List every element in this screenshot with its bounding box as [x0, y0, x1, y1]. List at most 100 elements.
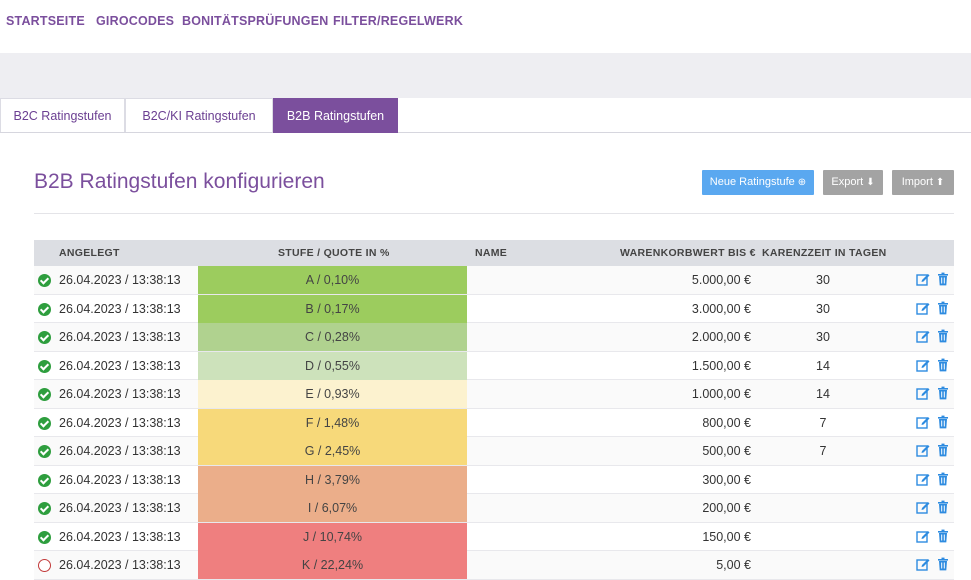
tab-bar: B2C Ratingstufen B2C/KI Ratingstufen B2B… — [0, 98, 971, 133]
edit-icon[interactable] — [916, 557, 930, 571]
grace-period: 7 — [819, 444, 827, 458]
table-row: 26.04.2023 / 13:38:13 F / 1,48% 800,00 € 7 — [34, 408, 954, 437]
tab-b2c-ki[interactable]: B2C/KI Ratingstufen — [125, 98, 273, 132]
nav-startseite[interactable]: STARTSEITE — [6, 14, 85, 28]
basket-value: 300,00 € — [702, 472, 751, 487]
trash-icon[interactable] — [936, 557, 950, 571]
table-row: 26.04.2023 / 13:38:13 B / 0,17% 3.000,00 €… — [34, 294, 954, 323]
rating-level: G / 2,45% — [198, 437, 467, 465]
basket-value: 5.000,00 € — [691, 273, 751, 287]
status-icon — [38, 331, 51, 344]
rating-level: F / 1,48% — [198, 408, 467, 437]
created-date: 26.04.2023 / 13:38:13 — [59, 472, 181, 487]
rating-level: H / 3,79% — [198, 465, 467, 494]
status-icon — [38, 502, 51, 515]
table-row: 26.04.2023 / 13:38:13 D / 0,55% 1.500,00 €… — [34, 351, 954, 380]
trash-icon[interactable] — [936, 301, 950, 315]
status-icon — [38, 559, 51, 572]
trash-icon[interactable] — [936, 443, 950, 457]
edit-icon[interactable] — [916, 272, 930, 286]
rating-level: A / 0,10% — [198, 266, 467, 294]
top-navigation: STARTSEITE GIROCODES BONITÄTSPRÜFUNGEN F… — [0, 0, 971, 53]
download-icon: ⬇ — [866, 177, 875, 188]
edit-icon[interactable] — [916, 415, 930, 429]
edit-icon[interactable] — [916, 329, 930, 343]
col-grace[interactable]: KARENZZEIT IN TAGEN — [762, 247, 887, 259]
status-icon — [38, 359, 51, 373]
rating-level: I / 6,07% — [198, 494, 467, 522]
edit-icon[interactable] — [916, 443, 930, 457]
tab-b2b[interactable]: B2B Ratingstufen — [273, 98, 398, 133]
grace-period: 14 — [816, 387, 830, 401]
basket-value: 5,00 € — [716, 558, 751, 572]
basket-value: 500,00 € — [702, 444, 751, 458]
trash-icon[interactable] — [936, 272, 950, 286]
import-button[interactable]: Import ⬆ — [892, 170, 954, 195]
rating-level: D / 0,55% — [198, 351, 467, 380]
trash-icon[interactable] — [936, 529, 950, 543]
plus-circle-icon: ⊕ — [797, 177, 807, 188]
status-icon — [38, 302, 51, 316]
col-name[interactable]: NAME — [475, 247, 508, 259]
created-date: 26.04.2023 / 13:38:13 — [59, 330, 181, 344]
basket-value: 150,00 € — [702, 529, 751, 544]
table-row: 26.04.2023 / 13:38:13 C / 0,28% 2.000,00 €… — [34, 323, 954, 352]
table-row: 26.04.2023 / 13:38:13 A / 0,10% 5.000,00 €… — [34, 266, 954, 295]
status-icon — [38, 530, 51, 544]
table-row: 26.04.2023 / 13:38:13 J / 10,74% 150,00 € — [34, 522, 954, 551]
created-date: 26.04.2023 / 13:38:13 — [59, 387, 181, 401]
created-date: 26.04.2023 / 13:38:13 — [59, 558, 181, 572]
nav-girocodes[interactable]: GIROCODES — [96, 14, 175, 28]
status-icon — [38, 416, 51, 430]
import-button-label: Import — [901, 176, 933, 188]
col-level[interactable]: STUFE / QUOTE IN % — [278, 247, 390, 259]
new-rating-level-button[interactable]: Neue Ratingstufe ⊕ — [702, 170, 814, 195]
edit-icon[interactable] — [916, 301, 930, 315]
rating-level: B / 0,17% — [198, 294, 467, 323]
created-date: 26.04.2023 / 13:38:13 — [59, 273, 181, 287]
basket-value: 1.000,00 € — [691, 387, 751, 401]
trash-icon[interactable] — [936, 472, 950, 486]
table-row: 26.04.2023 / 13:38:13 E / 0,93% 1.000,00 €… — [34, 380, 954, 409]
col-basket[interactable]: WARENKORBWERT BIS € — [620, 247, 756, 259]
trash-icon[interactable] — [936, 500, 950, 514]
table-body: 26.04.2023 / 13:38:13 A / 0,10% 5.000,00 €… — [34, 266, 954, 580]
edit-icon[interactable] — [916, 386, 930, 400]
basket-value: 2.000,00 € — [691, 330, 751, 344]
export-button[interactable]: Export ⬇ — [823, 170, 883, 195]
trash-icon[interactable] — [936, 358, 950, 372]
export-button-label: Export — [831, 176, 864, 188]
grace-period: 30 — [816, 330, 830, 344]
trash-icon[interactable] — [936, 415, 950, 429]
grace-period: 7 — [819, 415, 827, 430]
page-title: B2B Ratingstufen konfigurieren — [34, 170, 325, 193]
table-row: 26.04.2023 / 13:38:13 K / 22,24% 5,00 € — [34, 551, 954, 580]
status-icon — [38, 445, 51, 458]
grace-period: 30 — [816, 301, 830, 316]
basket-value: 800,00 € — [702, 415, 751, 430]
upload-icon: ⬆ — [935, 177, 945, 188]
trash-icon[interactable] — [936, 329, 950, 343]
table-row: 26.04.2023 / 13:38:13 H / 3,79% 300,00 € — [34, 465, 954, 494]
tab-b2c[interactable]: B2C Ratingstufen — [0, 98, 125, 132]
edit-icon[interactable] — [916, 500, 930, 514]
new-button-label: Neue Ratingstufe — [709, 176, 795, 188]
col-created[interactable]: ANGELEGT — [59, 247, 120, 259]
nav-bonitaetspruefungen[interactable]: BONITÄTSPRÜFUNGEN — [182, 14, 329, 28]
edit-icon[interactable] — [916, 472, 930, 486]
rating-level: K / 22,24% — [198, 551, 467, 579]
basket-value: 1.500,00 € — [691, 358, 751, 373]
rating-level: C / 0,28% — [198, 323, 467, 351]
rating-table: ANGELEGT STUFE / QUOTE IN % NAME WARENKO… — [34, 240, 954, 580]
edit-icon[interactable] — [916, 358, 930, 372]
created-date: 26.04.2023 / 13:38:13 — [59, 444, 181, 458]
status-icon — [38, 473, 51, 487]
edit-icon[interactable] — [916, 529, 930, 543]
basket-value: 3.000,00 € — [691, 301, 751, 316]
divider — [34, 213, 954, 214]
nav-filter-regelwerk[interactable]: FILTER/REGELWERK — [333, 14, 464, 28]
created-date: 26.04.2023 / 13:38:13 — [59, 501, 181, 515]
trash-icon[interactable] — [936, 386, 950, 400]
table-row: 26.04.2023 / 13:38:13 I / 6,07% 200,00 € — [34, 494, 954, 523]
grace-period: 14 — [816, 358, 830, 373]
